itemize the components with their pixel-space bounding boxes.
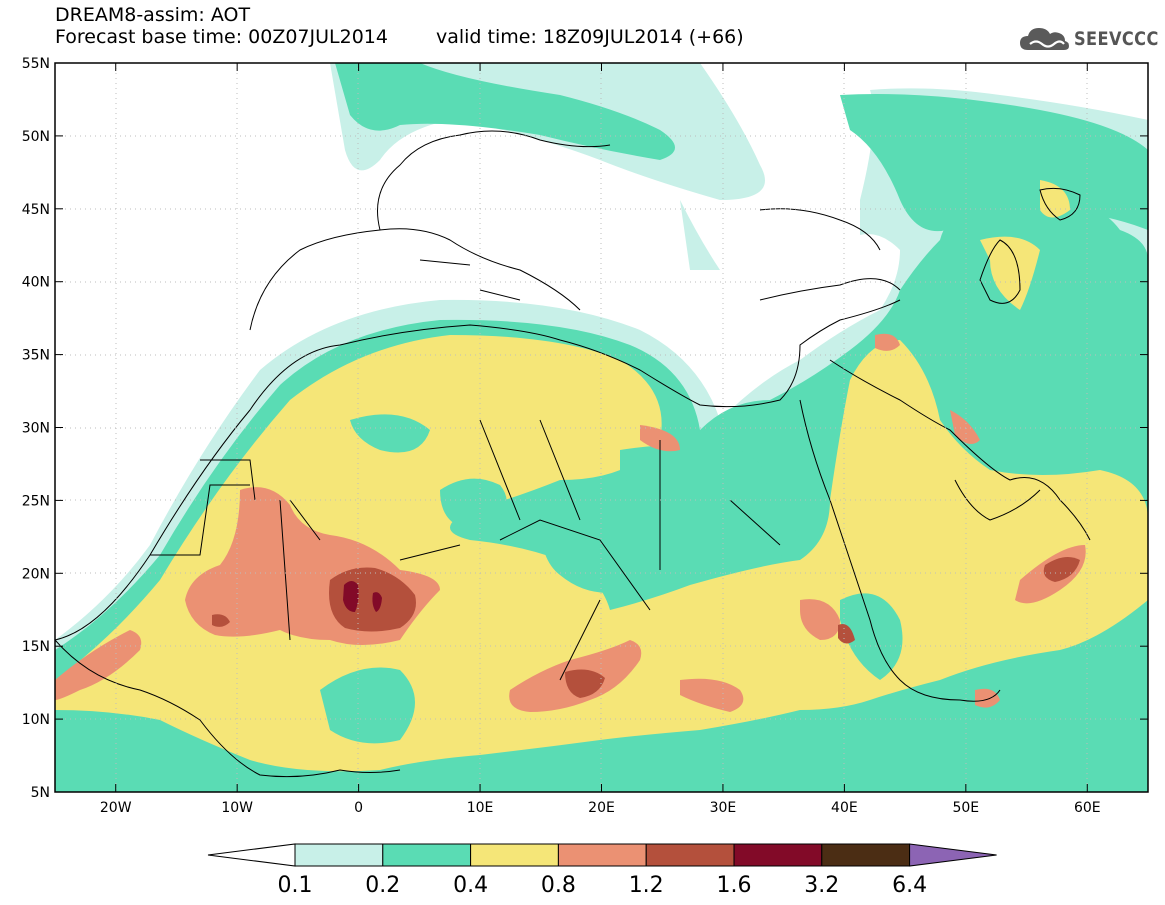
lon-tick-label: 10W bbox=[221, 800, 253, 816]
logo-text: SEEVCCC bbox=[1074, 28, 1159, 50]
colorbar-high-triangle bbox=[909, 843, 997, 867]
colorbar-segment bbox=[294, 843, 384, 867]
lat-tick-label: 15N bbox=[22, 639, 50, 655]
valid-time-label: valid time: 18Z09JUL2014 (+66) bbox=[435, 26, 744, 48]
contour-1.6 bbox=[343, 581, 382, 612]
time-row: Forecast base time: 00Z07JUL2014 valid ti… bbox=[55, 26, 744, 48]
map-header: DREAM8-assim: AOT Forecast base time: 00… bbox=[55, 4, 744, 48]
aot-contours bbox=[55, 63, 1148, 792]
lat-tick-label: 40N bbox=[22, 275, 50, 291]
lat-tick-label: 45N bbox=[22, 202, 50, 218]
colorbar-segment bbox=[382, 843, 472, 867]
colorbar-label: 1.2 bbox=[629, 873, 664, 898]
lon-tick-label: 0 bbox=[354, 800, 363, 816]
colorbar-label: 0.2 bbox=[365, 873, 400, 898]
colorbar-segment bbox=[733, 843, 823, 867]
lat-tick-label: 10N bbox=[22, 712, 50, 728]
graticule bbox=[55, 63, 1148, 792]
colorbar-label: 0.8 bbox=[541, 873, 576, 898]
colorbar-segment bbox=[821, 843, 911, 867]
contour-0.2-pockets bbox=[320, 414, 1100, 792]
lat-tick-label: 55N bbox=[22, 56, 50, 72]
colorbar-label: 0.1 bbox=[278, 873, 313, 898]
colorbar-low-triangle bbox=[207, 843, 296, 867]
map-title: DREAM8-assim: AOT bbox=[55, 4, 251, 26]
lon-tick-label: 50E bbox=[952, 800, 979, 816]
lon-axis: 20W 10W 0 10E 20E 30E 40E 50E 60E bbox=[100, 63, 1101, 816]
lat-tick-label: 5N bbox=[31, 785, 50, 801]
colorbar: 0.1 0.2 0.4 0.8 1.2 1.6 3.2 6.4 bbox=[207, 843, 997, 898]
colorbar-segment bbox=[470, 843, 559, 867]
lat-tick-label: 50N bbox=[22, 129, 50, 145]
lat-tick-label: 25N bbox=[22, 493, 50, 509]
lon-tick-label: 20E bbox=[588, 800, 615, 816]
lon-tick-label: 10E bbox=[467, 800, 494, 816]
colorbar-label: 3.2 bbox=[804, 873, 839, 898]
lat-tick-label: 30N bbox=[22, 421, 50, 437]
cloud-logo-icon bbox=[1020, 28, 1069, 50]
colorbar-label: 6.4 bbox=[892, 873, 927, 898]
lon-tick-label: 30E bbox=[710, 800, 737, 816]
lat-axis: 55N 50N 45N 40N 35N 30N 25N 20N 15N 10N 5N bbox=[22, 56, 1148, 801]
base-time-label: Forecast base time: 00Z07JUL2014 bbox=[55, 26, 388, 48]
coastlines bbox=[55, 130, 1091, 778]
colorbar-label: 0.4 bbox=[453, 873, 488, 898]
colorbar-segment bbox=[557, 843, 647, 867]
lon-tick-label: 40E bbox=[831, 800, 858, 816]
colorbar-label: 1.6 bbox=[717, 873, 752, 898]
lat-tick-label: 20N bbox=[22, 566, 50, 582]
lon-tick-label: 20W bbox=[100, 800, 132, 816]
seevccc-logo: SEEVCCC bbox=[1018, 22, 1165, 56]
colorbar-segment bbox=[645, 843, 735, 867]
lon-tick-label: 60E bbox=[1074, 800, 1101, 816]
lat-tick-label: 35N bbox=[22, 348, 50, 364]
